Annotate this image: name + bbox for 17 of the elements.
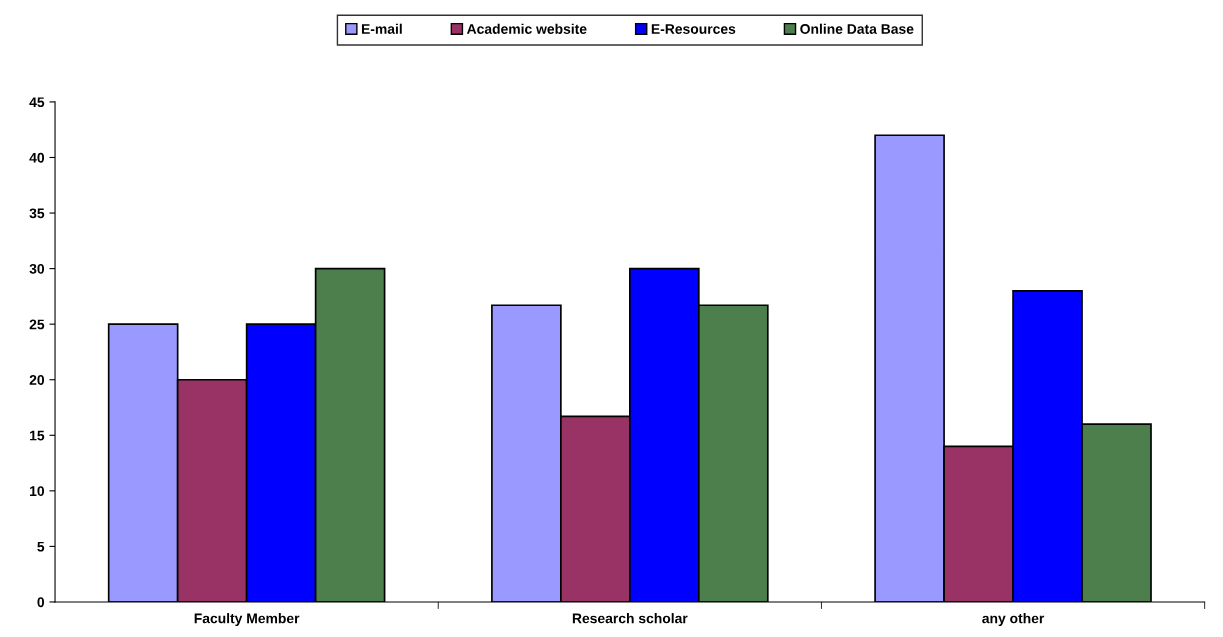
x-tick-label: Faculty Member: [194, 613, 300, 627]
legend-label: Academic website: [466, 23, 587, 34]
x-tick-label: any other: [982, 613, 1045, 627]
x-tick-label: Research scholar: [572, 613, 688, 624]
legend-label: E-mail: [361, 23, 402, 34]
legend-label: E-Resources: [651, 24, 736, 34]
y-tick-label: 15: [30, 430, 45, 441]
y-tick-label: 10: [30, 486, 45, 497]
y-tick-label: 40: [29, 152, 45, 163]
y-tick-label: 30: [29, 263, 45, 274]
y-tick-label: 25: [29, 319, 45, 330]
y-tick-label: 0: [37, 597, 45, 608]
legend-label: Online Data Base: [800, 23, 914, 34]
y-tick-label: 35: [29, 208, 45, 219]
y-tick-label: 5: [37, 541, 45, 552]
y-tick-label: 20: [29, 375, 45, 385]
y-tick-label: 45: [29, 97, 45, 108]
